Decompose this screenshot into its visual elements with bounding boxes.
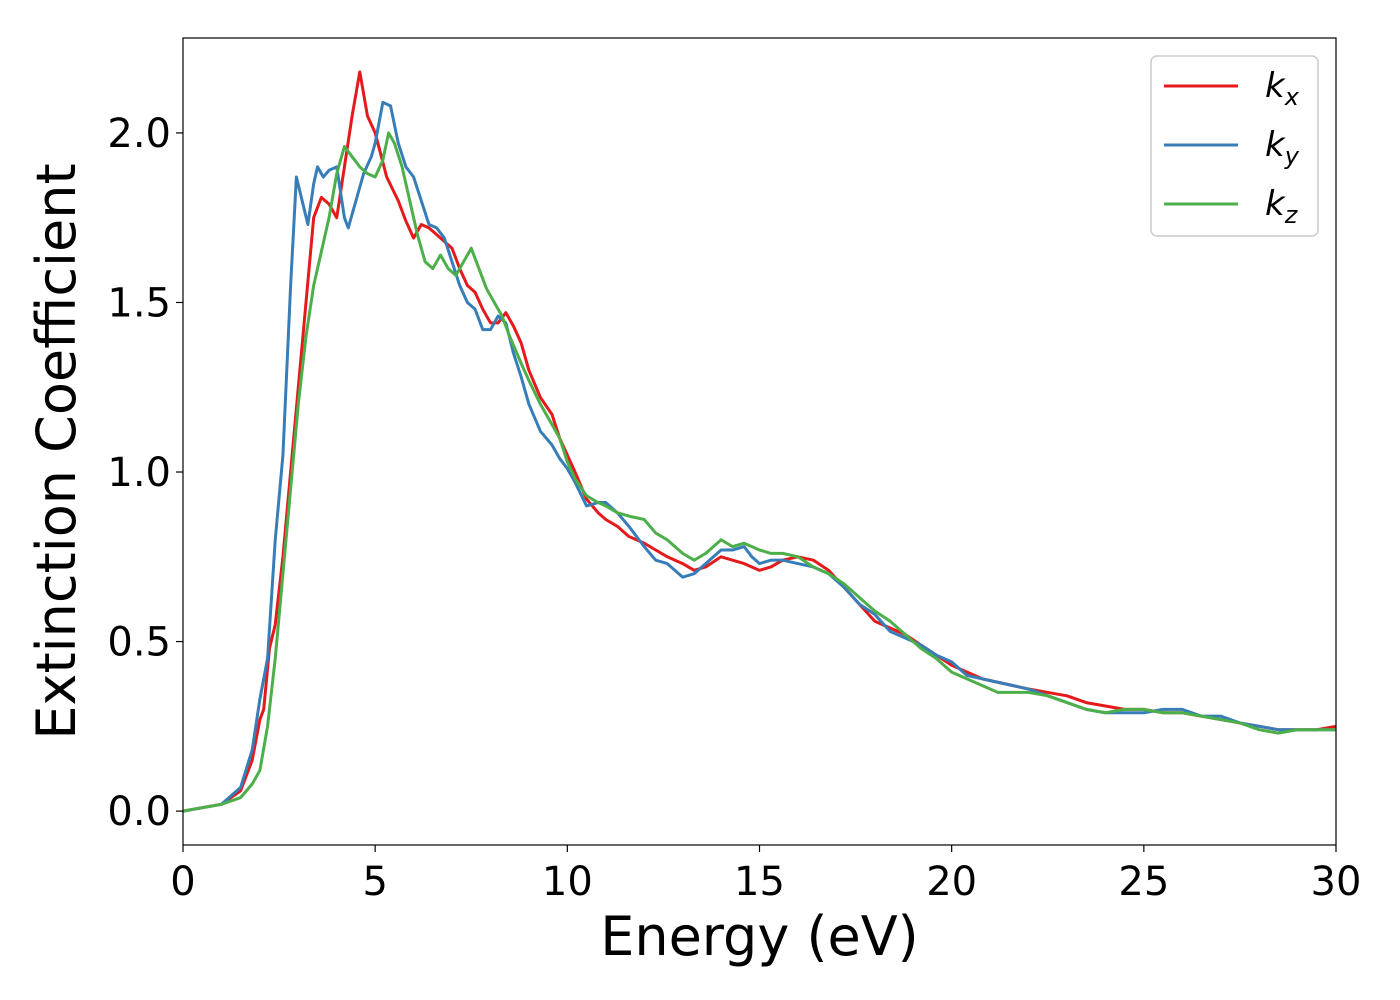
x-tick-label: 10: [542, 859, 593, 905]
legend-label-subscript: z: [1284, 201, 1299, 229]
x-axis-label: Energy (eV): [600, 905, 919, 968]
y-tick-label: 0.0: [107, 789, 171, 835]
x-tick-label: 5: [362, 859, 387, 905]
x-tick-label: 30: [1311, 859, 1362, 905]
y-tick-label: 1.0: [107, 450, 171, 496]
legend-label-subscript: y: [1284, 142, 1300, 170]
x-tick-label: 20: [926, 859, 977, 905]
series-line-kz: [183, 131, 1336, 813]
x-tick-label: 25: [1118, 859, 1169, 905]
y-tick-label: 2.0: [107, 111, 171, 157]
legend-label: kz: [1265, 184, 1299, 229]
x-tick-label: 15: [734, 859, 785, 905]
axes: 0 5 10 15 20 25 30 0.0 0.5 1.0 1.5 2.0: [107, 37, 1362, 905]
legend-label-main: k: [1265, 184, 1286, 224]
y-tick-label: 0.5: [107, 620, 171, 666]
series-lines: [183, 70, 1336, 813]
legend-label-main: k: [1265, 125, 1286, 165]
legend-label: kx: [1265, 66, 1300, 111]
y-tick-label: 1.5: [107, 280, 171, 326]
legend-label-main: k: [1265, 66, 1286, 106]
legend-label: ky: [1265, 125, 1300, 170]
legend-label-subscript: x: [1284, 83, 1300, 111]
y-axis-label: Extinction Coefficient: [25, 163, 88, 739]
plot-area: [183, 70, 1336, 813]
x-tick-label: 0: [170, 859, 195, 905]
series-line-ky: [183, 100, 1336, 813]
